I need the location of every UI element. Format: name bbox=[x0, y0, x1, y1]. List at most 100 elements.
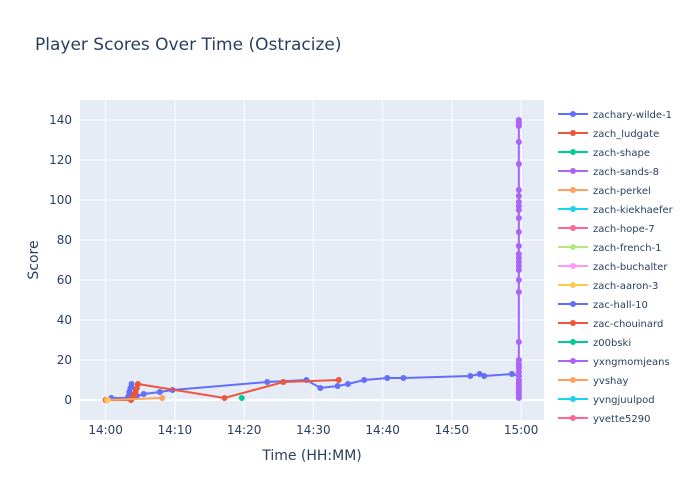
data-point bbox=[515, 139, 522, 145]
legend-label: zach-french-1 bbox=[593, 243, 662, 254]
legend[interactable]: zachary-wilde-1 zach_ludgate zach-shape zac… bbox=[558, 110, 674, 425]
legend-item[interactable]: zach-buchalter bbox=[558, 262, 668, 273]
x-tick-label: 14:50 bbox=[435, 423, 470, 437]
legend-item[interactable]: zac-chouinard bbox=[558, 319, 663, 330]
legend-marker bbox=[570, 358, 576, 364]
data-point bbox=[515, 289, 522, 295]
legend-item[interactable]: yvngjuulpod bbox=[558, 395, 655, 406]
y-tick-label: 140 bbox=[49, 113, 72, 127]
legend-label: zach_ludgate bbox=[593, 129, 659, 140]
y-tick-label: 20 bbox=[57, 353, 72, 367]
data-point bbox=[140, 391, 147, 397]
data-point bbox=[128, 381, 135, 387]
data-point bbox=[515, 229, 522, 235]
legend-item[interactable]: zachary-wilde-1 bbox=[558, 110, 672, 121]
y-tick-label: 0 bbox=[64, 393, 72, 407]
legend-marker bbox=[570, 377, 576, 383]
y-tick-label: 40 bbox=[57, 313, 72, 327]
x-axis-ticks: 14:00 14:10 14:20 14:30 14:40 14:50 15:00 bbox=[88, 423, 538, 437]
series-zach-aaron-3 bbox=[104, 397, 111, 403]
legend-item[interactable]: zac-hall-10 bbox=[558, 300, 648, 311]
legend-marker bbox=[570, 339, 576, 345]
y-tick-label: 100 bbox=[49, 193, 72, 207]
data-point bbox=[238, 395, 245, 401]
legend-item[interactable]: zach-kiekhaefer bbox=[558, 205, 674, 216]
legend-marker bbox=[570, 187, 576, 193]
legend-item[interactable]: yvshay bbox=[558, 376, 629, 387]
legend-item[interactable]: zach-hope-7 bbox=[558, 224, 655, 235]
series-zach-shape bbox=[238, 395, 245, 401]
data-point bbox=[515, 243, 522, 249]
data-point bbox=[467, 373, 474, 379]
data-point bbox=[508, 371, 515, 377]
data-point bbox=[384, 375, 391, 381]
data-point bbox=[280, 379, 287, 385]
data-point bbox=[515, 117, 522, 123]
legend-label: yvette5290 bbox=[593, 414, 650, 425]
series bbox=[102, 117, 522, 403]
x-tick-label: 15:00 bbox=[504, 423, 539, 437]
y-tick-label: 60 bbox=[57, 273, 72, 287]
legend-item[interactable]: yvette5290 bbox=[558, 414, 650, 425]
legend-item[interactable]: zach-perkel bbox=[558, 186, 651, 197]
data-point bbox=[515, 277, 522, 283]
legend-item[interactable]: zach-sands-8 bbox=[558, 167, 659, 178]
legend-item[interactable]: yxngmomjeans bbox=[558, 357, 670, 368]
series-zachary-wilde-1 bbox=[108, 371, 522, 401]
data-point bbox=[335, 377, 342, 383]
data-point bbox=[104, 397, 111, 403]
data-point bbox=[515, 193, 522, 199]
legend-marker bbox=[570, 320, 576, 326]
legend-label: zach-shape bbox=[593, 148, 650, 159]
x-tick-label: 14:40 bbox=[365, 423, 400, 437]
legend-marker bbox=[570, 282, 576, 288]
legend-marker bbox=[570, 415, 576, 421]
legend-item[interactable]: zach-aaron-3 bbox=[558, 281, 658, 292]
legend-marker bbox=[570, 396, 576, 402]
data-point bbox=[515, 251, 522, 257]
data-point bbox=[156, 389, 163, 395]
series-zach-sands-8 bbox=[515, 117, 522, 401]
data-point bbox=[515, 339, 522, 345]
data-point bbox=[134, 381, 141, 387]
legend-label: yxngmomjeans bbox=[593, 357, 670, 368]
series-line bbox=[106, 397, 163, 401]
legend-marker bbox=[570, 130, 576, 136]
data-point bbox=[515, 369, 522, 375]
legend-marker bbox=[570, 168, 576, 174]
data-point bbox=[317, 385, 324, 391]
plot-area bbox=[80, 100, 544, 420]
data-point bbox=[264, 379, 271, 385]
data-point bbox=[515, 215, 522, 221]
grid bbox=[80, 100, 544, 420]
x-tick-label: 14:20 bbox=[227, 423, 262, 437]
legend-item[interactable]: zach_ludgate bbox=[558, 129, 659, 140]
x-tick-label: 14:10 bbox=[158, 423, 193, 437]
legend-marker bbox=[570, 244, 576, 250]
legend-item[interactable]: z00bski bbox=[558, 338, 631, 349]
x-axis-label: Time (HH:MM) bbox=[261, 448, 362, 464]
legend-marker bbox=[570, 301, 576, 307]
x-tick-label: 14:00 bbox=[88, 423, 123, 437]
x-tick-label: 14:30 bbox=[296, 423, 331, 437]
data-point bbox=[515, 363, 522, 369]
legend-label: z00bski bbox=[593, 338, 631, 349]
data-point bbox=[515, 187, 522, 193]
data-point bbox=[481, 373, 488, 379]
legend-label: zach-kiekhaefer bbox=[593, 205, 674, 216]
legend-label: zac-hall-10 bbox=[593, 300, 648, 311]
legend-label: yvngjuulpod bbox=[593, 395, 655, 406]
y-tick-label: 120 bbox=[49, 153, 72, 167]
legend-label: zac-chouinard bbox=[593, 319, 663, 330]
data-point bbox=[221, 395, 228, 401]
legend-marker bbox=[570, 149, 576, 155]
data-point bbox=[476, 371, 483, 377]
legend-label: yvshay bbox=[593, 376, 629, 387]
legend-item[interactable]: zach-french-1 bbox=[558, 243, 662, 254]
legend-label: zach-aaron-3 bbox=[593, 281, 658, 292]
legend-label: zach-sands-8 bbox=[593, 167, 659, 178]
legend-marker bbox=[570, 111, 576, 117]
legend-item[interactable]: zach-shape bbox=[558, 148, 650, 159]
legend-marker bbox=[570, 206, 576, 212]
